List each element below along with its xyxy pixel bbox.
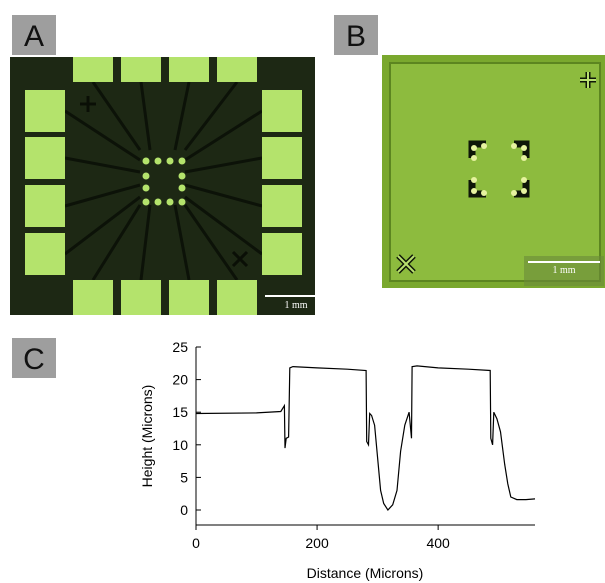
y-tick-label: 25	[172, 339, 188, 355]
micrograph-a: 1 mm	[10, 57, 328, 315]
scale-bar-label: 1 mm	[284, 300, 307, 311]
y-axis-title: Height (Microns)	[139, 385, 155, 488]
x-tick-label: 400	[426, 535, 450, 551]
scale-bar-label: 1 mm	[552, 265, 575, 276]
y-tick-label: 0	[180, 502, 188, 518]
panel-label: A	[24, 20, 44, 53]
figure: A B C 1 mm	[0, 0, 605, 583]
y-tick-label: 20	[172, 372, 188, 388]
y-tick-label: 15	[172, 404, 188, 420]
x-tick-label: 200	[305, 535, 329, 551]
micrograph-b: 1 mm	[382, 55, 605, 288]
y-tick-label: 10	[172, 437, 188, 453]
y-tick-label: 5	[180, 469, 188, 485]
x-axis-title: Distance (Microns)	[307, 565, 424, 581]
panel-label: C	[23, 343, 45, 376]
profile-line	[196, 366, 535, 510]
x-tick-label: 0	[192, 535, 200, 551]
panel-label: B	[346, 20, 366, 53]
